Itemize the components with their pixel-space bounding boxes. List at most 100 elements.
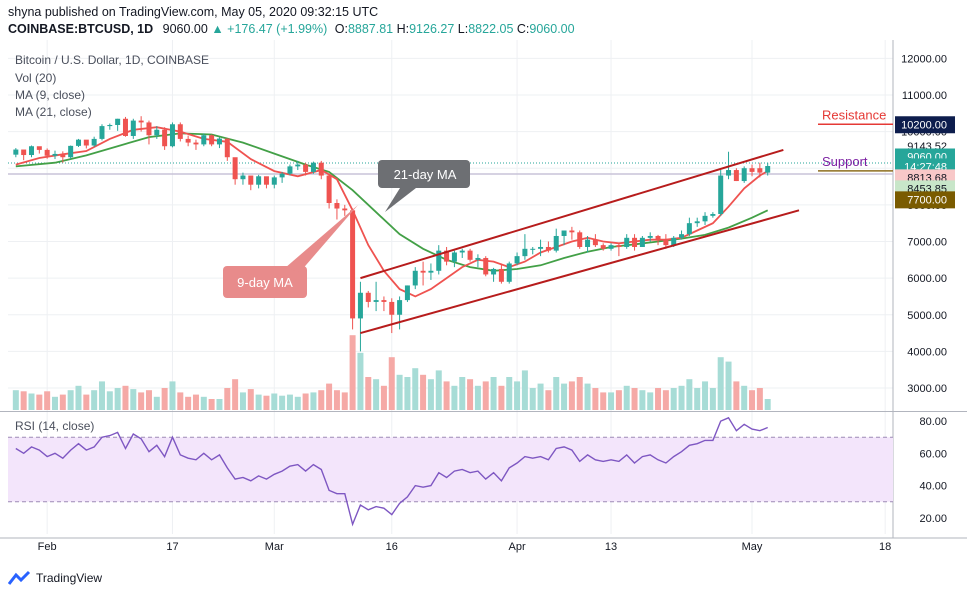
volume-bar xyxy=(623,385,630,410)
volume-bar xyxy=(373,379,380,410)
price-tick-label: 5000.00 xyxy=(907,310,947,322)
candle-body xyxy=(122,118,128,136)
open-value: 8887.81 xyxy=(347,22,394,36)
candle-body xyxy=(647,235,653,238)
candle-body xyxy=(154,129,160,136)
candle-body xyxy=(169,124,175,147)
volume-bar xyxy=(443,381,450,410)
candle-body xyxy=(412,270,418,286)
candle-body xyxy=(357,292,363,319)
volume-bar xyxy=(98,381,105,410)
candle-body xyxy=(592,239,598,246)
time-tick-label: 16 xyxy=(386,541,398,553)
chart-frame[interactable]: 12000.0011000.0010000.009000.008000.0070… xyxy=(0,40,967,556)
last-price: 9060.00 xyxy=(162,22,208,36)
candle-body xyxy=(632,237,638,247)
volume-bar xyxy=(568,381,575,410)
volume-bar xyxy=(670,388,677,410)
volume-bar xyxy=(349,335,356,410)
candle-body xyxy=(146,122,152,136)
volume-bar xyxy=(639,390,646,410)
price-tick-label: 7000.00 xyxy=(907,236,947,248)
volume-bar xyxy=(420,374,427,410)
candle-body xyxy=(733,170,739,182)
candle-body xyxy=(263,176,269,185)
rsi-tick-label: 60.00 xyxy=(919,448,947,460)
candle-body xyxy=(624,237,630,247)
volume-bar xyxy=(106,391,113,410)
candle-body xyxy=(702,215,708,222)
ma21-line xyxy=(15,132,769,272)
volume-bar xyxy=(333,390,340,410)
ohlc-header: COINBASE:BTCUSD, 1D 9060.00 ▲ +176.47 (+… xyxy=(8,22,575,36)
volume-bar xyxy=(20,391,27,410)
candle-body xyxy=(201,135,207,145)
price-label-text: 7700.00 xyxy=(907,194,947,206)
volume-bar xyxy=(286,394,293,410)
volume-bar xyxy=(631,388,638,410)
price-tick-label: 11000.00 xyxy=(902,90,947,102)
time-tick-label: 18 xyxy=(879,541,891,553)
candle-body xyxy=(107,124,113,127)
candle-body xyxy=(757,168,763,173)
volume-bar xyxy=(83,394,90,410)
candle-body xyxy=(99,126,105,139)
volume-bar xyxy=(263,395,270,410)
ma9-callout-label: 9-day MA xyxy=(237,275,293,290)
publish-info: shyna published on TradingView.com, May … xyxy=(8,5,379,19)
rsi-tick-label: 20.00 xyxy=(919,513,947,525)
candle-body xyxy=(83,139,89,146)
candle-body xyxy=(726,170,732,176)
channel-lower-line xyxy=(360,209,800,335)
footer-brand[interactable]: TradingView xyxy=(8,570,102,586)
volume-bar xyxy=(365,377,372,410)
volume-bar xyxy=(702,381,709,410)
candle-body xyxy=(639,237,645,247)
volume-bar xyxy=(694,388,701,410)
candle-body xyxy=(115,118,121,125)
candle-body xyxy=(530,248,536,250)
volume-bar xyxy=(294,396,301,410)
volume-bar xyxy=(427,379,434,410)
volume-bar xyxy=(51,396,58,410)
up-arrow-icon: ▲ xyxy=(211,22,224,36)
candle-body xyxy=(428,270,434,273)
candle-body xyxy=(561,230,567,236)
price-label-text: 10200.00 xyxy=(901,119,947,131)
volume-bar xyxy=(192,394,199,410)
volume-bar xyxy=(537,383,544,410)
volume-bar xyxy=(459,377,466,410)
volume-bar xyxy=(686,379,693,410)
candle-body xyxy=(75,139,81,146)
volume-bar xyxy=(138,392,145,410)
candle-body xyxy=(694,221,700,224)
candle-body xyxy=(287,166,293,174)
candle-body xyxy=(271,177,277,185)
candle-body xyxy=(459,250,465,253)
volume-bar xyxy=(326,383,333,410)
price-tick-label: 3000.00 xyxy=(907,383,947,395)
candle-body xyxy=(451,252,457,262)
channel-upper-line xyxy=(360,148,784,280)
candle-body xyxy=(209,135,215,145)
volume-bar xyxy=(717,357,724,410)
volume-bar xyxy=(756,388,763,410)
rsi-tick-label: 80.00 xyxy=(919,416,947,428)
price-chart[interactable]: 12000.0011000.0010000.009000.008000.0070… xyxy=(0,40,967,556)
volume-bar xyxy=(749,390,756,410)
candle-body xyxy=(44,149,50,156)
candle-body xyxy=(162,129,168,147)
volume-bar xyxy=(647,392,654,410)
volume-bar xyxy=(177,392,184,410)
candle-body xyxy=(381,300,387,302)
volume-bar xyxy=(302,393,309,410)
volume-bar xyxy=(357,352,364,410)
volume-bar xyxy=(255,394,262,410)
volume-bar xyxy=(561,383,568,410)
open-label: O: xyxy=(334,22,348,36)
candle-body xyxy=(569,230,575,233)
volume-bar xyxy=(185,396,192,410)
candle-body xyxy=(545,246,551,251)
volume-bar xyxy=(114,388,121,410)
rsi-legend: RSI (14, close) xyxy=(15,419,95,433)
